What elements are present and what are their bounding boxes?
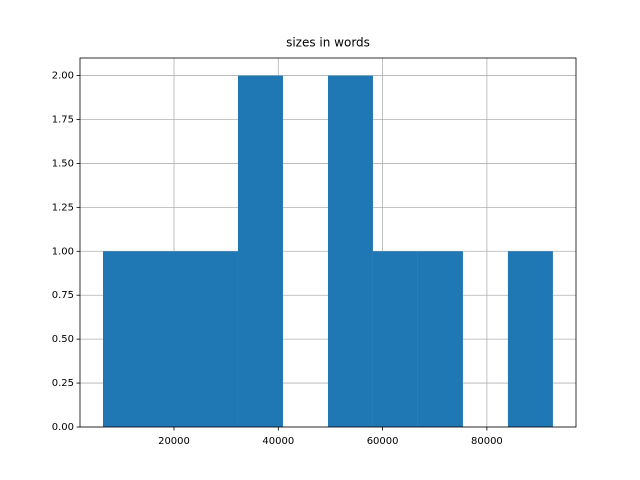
bar [417, 251, 463, 427]
y-tick-label: 1.00 [52, 246, 74, 257]
y-tick-label: 2.00 [52, 71, 74, 82]
x-tick-label: 20000 [158, 436, 190, 447]
x-tick-label: 60000 [367, 436, 399, 447]
bar [507, 251, 553, 427]
plot-frame [79, 57, 577, 428]
bar [192, 251, 238, 427]
x-tick-label: 40000 [262, 436, 294, 447]
bar [372, 251, 418, 427]
y-tick-label: 1.75 [52, 115, 74, 126]
x-tick-label: 80000 [471, 436, 503, 447]
bar [237, 75, 283, 428]
y-tick-label: 0.25 [52, 378, 74, 389]
bar [102, 251, 148, 427]
chart-title: sizes in words [286, 36, 370, 50]
bar [327, 75, 373, 428]
y-tick-label: 0.00 [52, 422, 74, 433]
bar [147, 251, 193, 427]
y-tick-label: 0.75 [52, 290, 74, 301]
y-tick-label: 1.50 [52, 158, 74, 169]
y-tick-label: 0.50 [52, 334, 74, 345]
y-tick-label: 1.25 [52, 202, 74, 213]
